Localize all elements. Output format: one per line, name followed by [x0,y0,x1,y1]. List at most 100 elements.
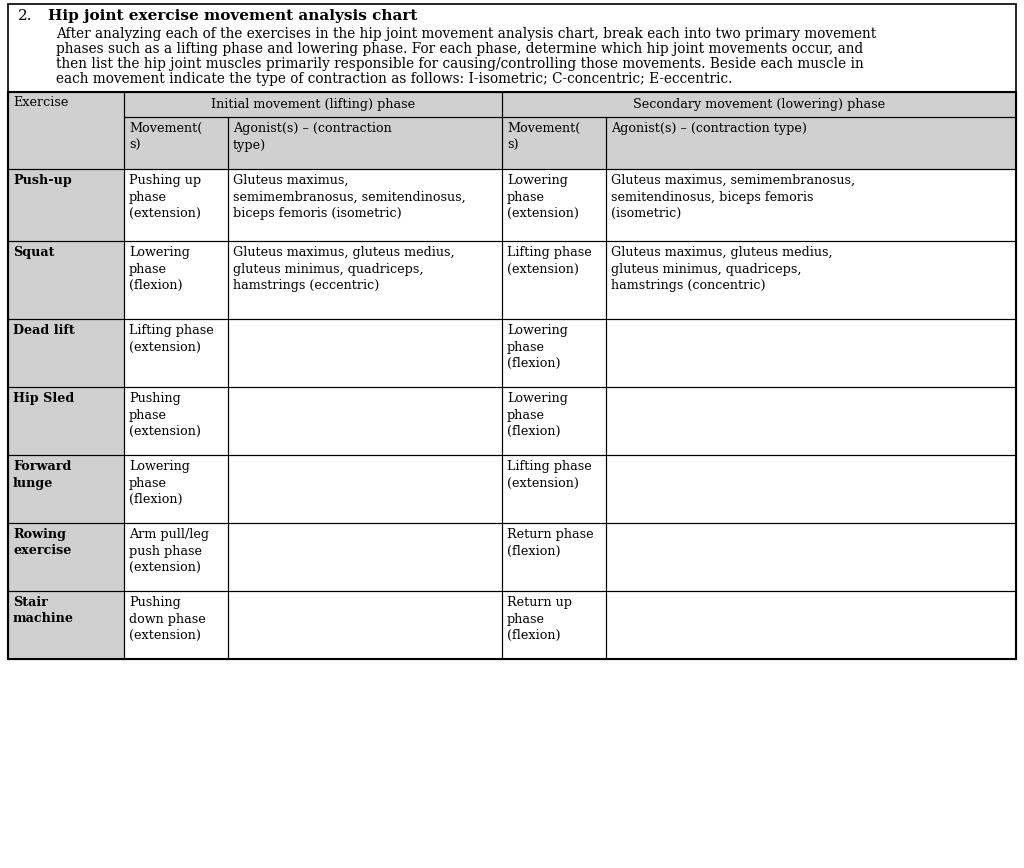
Bar [124,169,227,241]
Bar [502,455,606,523]
Text: 2.: 2. [18,9,33,23]
Bar [124,523,227,591]
Bar [124,387,227,455]
Bar [502,523,606,591]
Bar [227,523,502,591]
Text: Exercise: Exercise [13,96,69,109]
Bar [227,387,502,455]
Text: phases such as a lifting phase and lowering phase. For each phase, determine whi: phases such as a lifting phase and lower… [56,42,863,56]
Bar [606,319,1016,387]
Text: Squat: Squat [13,246,54,259]
Bar [8,319,124,387]
Bar [124,92,502,117]
Bar [8,241,124,319]
Bar [124,117,227,169]
Bar [606,523,1016,591]
Bar [502,241,606,319]
Bar [124,92,502,117]
Bar [227,241,502,319]
Text: Rowing
exercise: Rowing exercise [13,528,72,557]
Bar [8,523,124,591]
Text: Agonist(s) – (contraction type): Agonist(s) – (contraction type) [610,122,807,135]
Text: Movement(
s): Movement( s) [129,122,202,152]
Text: each movement indicate the type of contraction as follows: I-isometric; C-concen: each movement indicate the type of contr… [56,72,732,86]
Bar [124,455,227,523]
Bar [124,591,227,659]
Bar [606,523,1016,591]
Text: Movement(
s): Movement( s) [507,122,581,152]
Bar [8,241,124,319]
Bar [227,169,502,241]
Text: After analyzing each of the exercises in the hip joint movement analysis chart, : After analyzing each of the exercises in… [56,27,877,41]
Bar [606,169,1016,241]
Text: Lifting phase
(extension): Lifting phase (extension) [507,460,592,490]
Bar [124,319,227,387]
Text: Lowering
phase
(flexion): Lowering phase (flexion) [507,324,567,370]
Bar [8,591,124,659]
Text: Gluteus maximus, gluteus medius,
gluteus minimus, quadriceps,
hamstrings (concen: Gluteus maximus, gluteus medius, gluteus… [610,246,833,292]
Bar [8,387,124,455]
Text: Hip Sled: Hip Sled [13,392,75,405]
Bar [606,169,1016,241]
Text: Agonist(s) – (contraction
type): Agonist(s) – (contraction type) [232,122,391,152]
Text: Gluteus maximus, semimembranosus,
semitendinosus, biceps femoris
(isometric): Gluteus maximus, semimembranosus, semite… [610,174,855,220]
Bar [606,591,1016,659]
Bar [502,591,606,659]
Text: then list the hip joint muscles primarily responsible for causing/controlling th: then list the hip joint muscles primaril… [56,57,864,71]
Text: Pushing
phase
(extension): Pushing phase (extension) [129,392,201,438]
Bar [502,319,606,387]
Bar [606,387,1016,455]
Bar [227,117,502,169]
Bar [502,241,606,319]
Bar [227,455,502,523]
Text: Hip joint exercise movement analysis chart: Hip joint exercise movement analysis cha… [48,9,418,23]
Bar [502,92,1016,117]
Bar [502,117,606,169]
Bar [227,117,502,169]
Text: Dead lift: Dead lift [13,324,75,337]
Text: Lowering
phase
(flexion): Lowering phase (flexion) [129,460,189,506]
Text: Stair
machine: Stair machine [13,596,74,626]
Bar [124,591,227,659]
Text: Initial movement (lifting) phase: Initial movement (lifting) phase [211,98,415,111]
Bar [502,591,606,659]
Bar [124,117,227,169]
Bar [606,117,1016,169]
Text: Pushing up
phase
(extension): Pushing up phase (extension) [129,174,201,220]
Bar [124,523,227,591]
Bar [606,241,1016,319]
Bar [124,387,227,455]
Bar [227,387,502,455]
Bar [606,387,1016,455]
Bar [8,169,124,241]
Bar [502,169,606,241]
Bar [8,455,124,523]
Bar [8,591,124,659]
Bar [502,523,606,591]
Bar [124,241,227,319]
Bar [8,387,124,455]
Bar [502,387,606,455]
Text: Push-up: Push-up [13,174,72,187]
Text: Lowering
phase
(flexion): Lowering phase (flexion) [129,246,189,292]
Bar [8,523,124,591]
Bar [227,523,502,591]
Text: Pushing
down phase
(extension): Pushing down phase (extension) [129,596,206,642]
Bar [8,92,124,169]
Text: Gluteus maximus, gluteus medius,
gluteus minimus, quadriceps,
hamstrings (eccent: Gluteus maximus, gluteus medius, gluteus… [232,246,455,292]
Bar [8,319,124,387]
Bar [8,169,124,241]
Bar [502,455,606,523]
Bar [227,591,502,659]
Bar [8,92,1016,659]
Bar [227,591,502,659]
Bar [606,117,1016,169]
Text: Lowering
phase
(flexion): Lowering phase (flexion) [507,392,567,438]
Text: Lifting phase
(extension): Lifting phase (extension) [507,246,592,275]
Bar [8,455,124,523]
Text: Gluteus maximus,
semimembranosus, semitendinosus,
biceps femoris (isometric): Gluteus maximus, semimembranosus, semite… [232,174,466,220]
Bar [227,169,502,241]
Bar [124,241,227,319]
Bar [502,92,1016,117]
Bar [606,319,1016,387]
